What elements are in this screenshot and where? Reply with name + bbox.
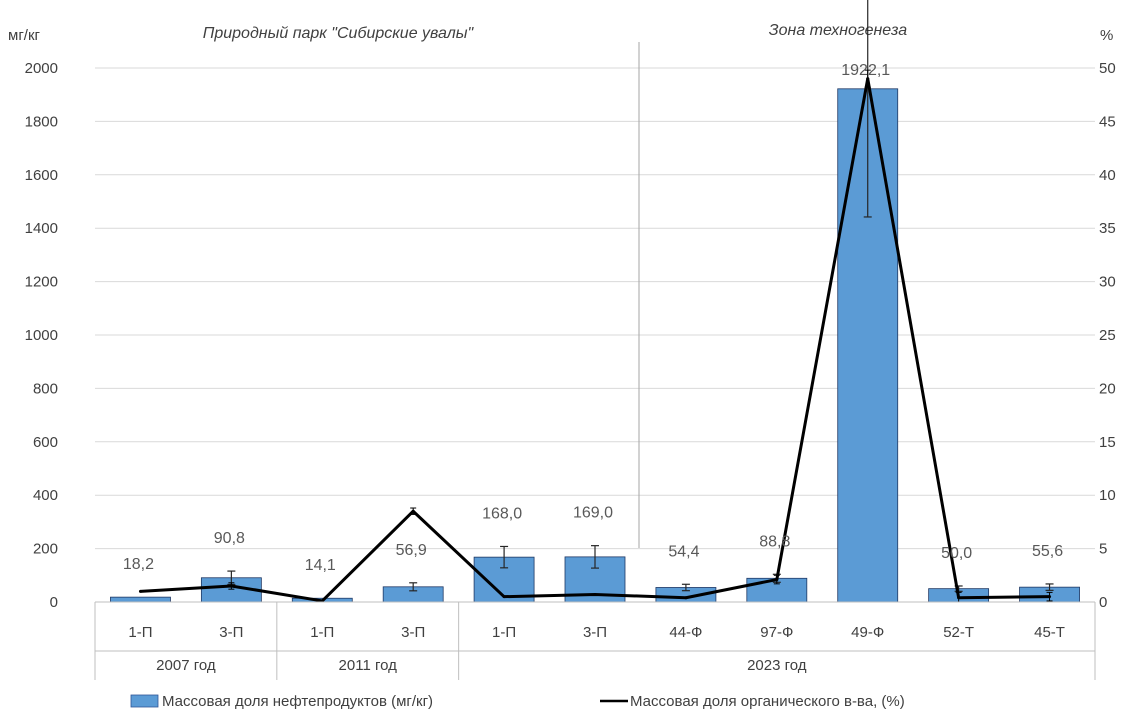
left-tick-label: 1000: [25, 327, 58, 344]
category-label: 52-Т: [943, 624, 974, 641]
right-tick-label: 15: [1099, 434, 1116, 451]
right-tick-label: 50: [1099, 60, 1116, 77]
line-point: [866, 77, 870, 81]
category-label: 1-П: [492, 624, 516, 641]
bar-series: [110, 88, 1080, 603]
gridlines: [95, 67, 1095, 550]
bar-data-label: 168,0: [482, 505, 522, 522]
left-tick-label: 800: [33, 380, 58, 397]
line-point: [229, 584, 233, 588]
line-point: [684, 596, 688, 600]
left-tick-label: 1600: [25, 167, 58, 184]
right-tick-label: 35: [1099, 220, 1116, 237]
left-tick-label: 1800: [25, 113, 58, 130]
line-point: [411, 509, 415, 513]
category-label: 44-Ф: [669, 624, 702, 641]
line-point: [775, 578, 779, 582]
left-tick-label: 2000: [25, 60, 58, 77]
right-axis-unit: %: [1100, 27, 1113, 44]
bar-data-label: 88,8: [759, 533, 790, 550]
right-tick-label: 10: [1099, 487, 1116, 504]
line-series: [138, 69, 1053, 603]
bar: [110, 596, 171, 603]
legend-swatch-bars: [130, 694, 159, 708]
line-point: [1048, 595, 1052, 599]
right-axis: % 0 5 10 15 20 25 30 35 40 45 50: [1099, 27, 1116, 611]
category-label: 3-П: [583, 624, 607, 641]
category-axis: 1-П 3-П 1-П 3-П 1-П 3-П 44-Ф 97-Ф 49-Ф 52-Т 45-Т 20…: [94, 601, 1096, 680]
right-tick-label: 25: [1099, 327, 1116, 344]
category-label: 45-Т: [1034, 624, 1065, 641]
bar-error-bars: [227, 0, 1054, 592]
left-tick-label: 600: [33, 434, 58, 451]
group-label: 2023 год: [747, 657, 807, 674]
bar-data-label: 54,4: [668, 543, 699, 560]
line-point: [502, 595, 506, 599]
left-tick-label: 400: [33, 487, 58, 504]
legend-label-line: Массовая доля органического в-ва, (%): [630, 693, 905, 710]
bar-data-label: 1922,1: [841, 62, 890, 79]
left-tick-label: 1200: [25, 274, 58, 291]
category-label: 97-Ф: [760, 624, 793, 641]
category-label: 1-П: [128, 624, 152, 641]
bar-data-label: 14,1: [305, 557, 336, 574]
right-tick-label: 45: [1099, 113, 1116, 130]
category-label: 49-Ф: [851, 624, 884, 641]
bar-data-label: 18,2: [123, 556, 154, 573]
right-tick-label: 5: [1099, 541, 1107, 558]
left-tick-label: 200: [33, 541, 58, 558]
group-label: 2011 год: [339, 657, 398, 674]
left-axis-unit: мг/кг: [8, 27, 41, 44]
line-point: [957, 596, 961, 600]
legend: Массовая доля нефтепродуктов (мг/кг) Мас…: [130, 693, 905, 710]
bar-data-label: 55,6: [1032, 543, 1063, 560]
bar-data-label: 56,9: [396, 542, 427, 559]
bar-data-label: 169,0: [573, 505, 613, 522]
bar-data-label: 50,0: [941, 545, 972, 562]
category-label: 3-П: [219, 624, 243, 641]
legend-label-bars: Массовая доля нефтепродуктов (мг/кг): [162, 693, 433, 710]
left-tick-label: 0: [50, 594, 58, 611]
region-label-park: Природный парк "Сибирские увалы": [203, 25, 475, 42]
region-label-technogenesis: Зона техногенеза: [769, 22, 907, 39]
right-tick-label: 0: [1099, 594, 1107, 611]
organic-matter-line: [140, 77, 1050, 603]
right-tick-label: 30: [1099, 274, 1116, 291]
left-axis: мг/кг 0 200 400 600 800 1000 1200 1400 1600 1800 2…: [8, 27, 58, 611]
category-label: 3-П: [401, 624, 425, 641]
line-point: [593, 593, 597, 597]
line-point: [138, 589, 142, 593]
bar-data-label: 90,8: [214, 530, 245, 547]
group-label: 2007 год: [156, 657, 216, 674]
left-tick-label: 1400: [25, 220, 58, 237]
data-labels: 18,2 90,8 14,1 56,9 168,0 169,0 54,4 88,8 1922,1…: [123, 62, 1063, 574]
category-label: 1-П: [310, 624, 334, 641]
right-tick-label: 20: [1099, 380, 1116, 397]
right-tick-label: 40: [1099, 167, 1116, 184]
